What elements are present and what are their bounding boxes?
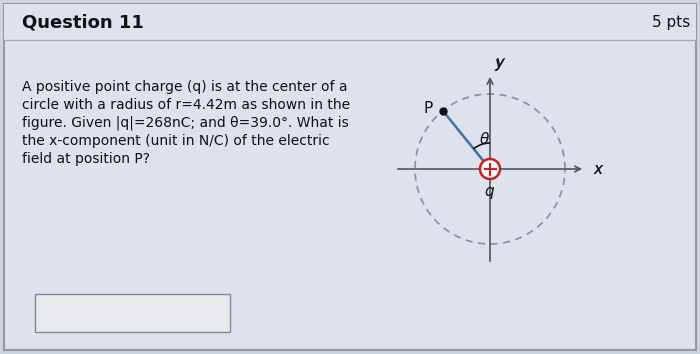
Circle shape xyxy=(480,159,500,179)
FancyBboxPatch shape xyxy=(4,4,696,350)
Text: figure. Given |q|=268nC; and θ=39.0°. What is: figure. Given |q|=268nC; and θ=39.0°. Wh… xyxy=(22,116,349,131)
Text: the x-component (unit in N/C) of the electric: the x-component (unit in N/C) of the ele… xyxy=(22,134,330,148)
Bar xyxy=(35,294,230,332)
Text: Question 11: Question 11 xyxy=(22,13,144,31)
Text: P: P xyxy=(424,101,433,116)
Text: y: y xyxy=(495,55,504,70)
Text: θ: θ xyxy=(480,132,489,147)
Text: field at position P?: field at position P? xyxy=(22,152,150,166)
Text: A positive point charge (q) is at the center of a: A positive point charge (q) is at the ce… xyxy=(22,80,347,94)
Bar xyxy=(4,4,696,40)
Text: q: q xyxy=(484,184,494,199)
Text: x: x xyxy=(593,161,602,177)
Text: y: y xyxy=(494,56,503,71)
Text: x: x xyxy=(593,161,602,177)
Text: circle with a radius of r=4.42m as shown in the: circle with a radius of r=4.42m as shown… xyxy=(22,98,350,112)
Text: 5 pts: 5 pts xyxy=(652,15,690,29)
